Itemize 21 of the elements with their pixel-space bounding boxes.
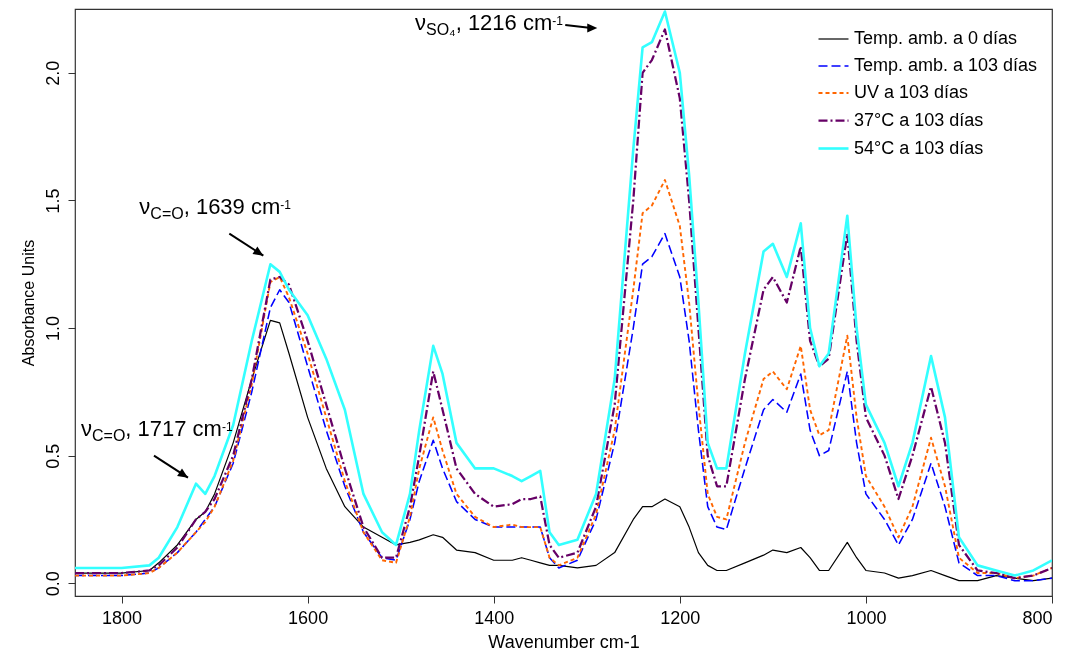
legend-label: 54°C a 103 días	[854, 137, 984, 158]
legend-label: 37°C a 103 días	[854, 109, 984, 130]
legend-label: UV a 103 días	[854, 82, 969, 102]
x-tick-label: 800	[1022, 607, 1053, 628]
x-tick-label: 1000	[846, 607, 887, 628]
legend-label: Temp. amb. a 0 días	[854, 28, 1018, 48]
y-tick-label: 0.5	[42, 443, 63, 469]
x-tick-label: 1400	[474, 607, 515, 628]
y-tick-label: 2.0	[42, 60, 63, 86]
annotation: ν$_{C=O}$, 1717 cm$^{-1}$	[81, 415, 233, 444]
annotation: ν$_{C=O}$, 1639 cm$^{-1}$	[139, 193, 292, 222]
x-tick-label: 1800	[102, 607, 143, 628]
legend-label: Temp. amb. a 103 días	[854, 55, 1038, 75]
x-tick-label: 1600	[288, 607, 329, 628]
annotation: ν$_{SO₄}$, 1216 cm$^{-1}$	[415, 10, 564, 38]
y-axis-title: Absorbance Units	[19, 239, 37, 367]
y-tick-label: 0.0	[42, 571, 63, 597]
x-axis-title: Wavenumber cm-1	[488, 631, 640, 652]
y-tick-label: 1.5	[42, 188, 63, 214]
x-tick-label: 1200	[660, 607, 701, 628]
y-tick-label: 1.0	[42, 316, 63, 342]
